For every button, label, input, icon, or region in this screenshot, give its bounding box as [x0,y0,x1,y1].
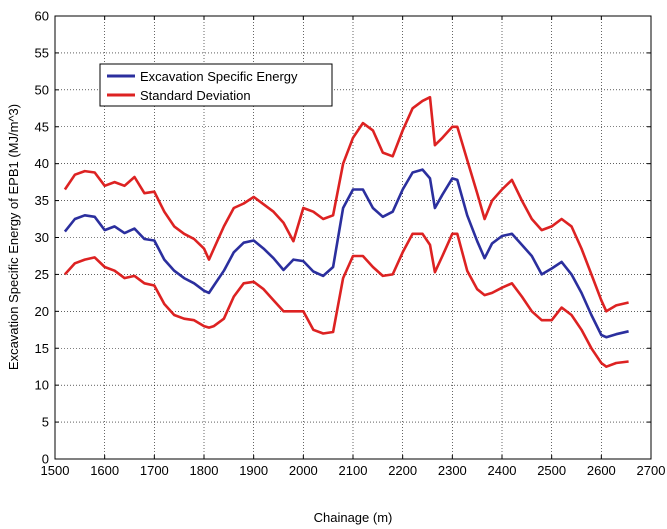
series-line-stddev-upper [63,95,629,313]
y-tick-label: 60 [35,9,49,24]
x-axis-title: Chainage (m) [314,510,393,525]
y-tick-label: 45 [35,119,49,134]
x-axis: 1500 1600 1700 1800 1900 2000 2100 2200 2300 2400… [41,16,666,478]
y-tick-label: 0 [42,452,49,467]
x-tick-label: 1900 [239,463,268,478]
y-tick-label: 25 [35,267,49,282]
x-tick-label: 2300 [438,463,467,478]
series-line-energy [63,168,629,339]
y-tick-label: 15 [35,341,49,356]
x-tick-label: 2500 [537,463,566,478]
y-tick-label: 40 [35,156,49,171]
x-tick-label: 1500 [41,463,70,478]
y-tick-label: 50 [35,82,49,97]
x-tick-label: 2700 [637,463,666,478]
x-tick-label: 2200 [388,463,417,478]
legend: Excavation Specific Energy Standard Devi… [99,63,333,107]
legend-box [99,63,333,107]
y-axis: 0 5 10 15 20 25 30 35 40 45 50 55 60 [35,9,651,467]
x-tick-label: 1700 [140,463,169,478]
x-tick-label: 2000 [289,463,318,478]
x-tick-label: 2400 [488,463,517,478]
x-tick-label: 1800 [190,463,219,478]
y-tick-label: 10 [35,378,49,393]
legend-label-stddev: Standard Deviation [140,88,251,103]
x-tick-label: 2100 [339,463,368,478]
y-tick-label: 5 [42,415,49,430]
y-tick-label: 20 [35,304,49,319]
x-tick-label: 1600 [90,463,119,478]
series-group [63,95,629,368]
x-tick-label: 2600 [587,463,616,478]
y-tick-label: 55 [35,45,49,60]
y-axis-title: Excavation Specific Energy of EPB1 (MJ/m… [6,104,21,370]
legend-label-energy: Excavation Specific Energy [140,69,298,84]
series-line-stddev-lower [63,232,629,368]
y-tick-label: 35 [35,193,49,208]
y-tick-label: 30 [35,230,49,245]
